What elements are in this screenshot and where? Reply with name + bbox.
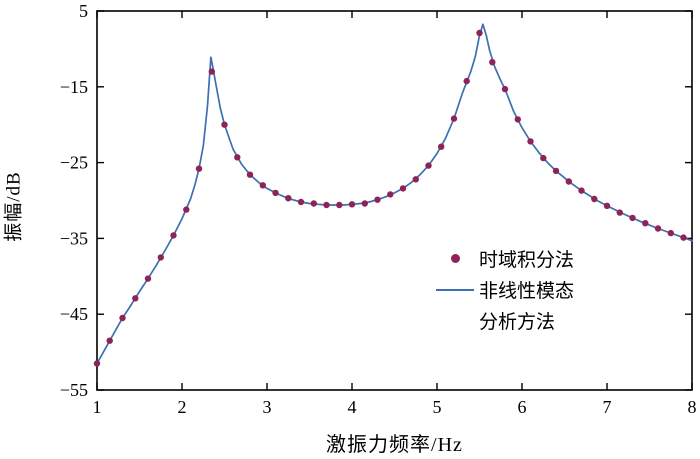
x-tick-label: 1 [93, 397, 102, 417]
scatter-point [234, 154, 241, 161]
scatter-point [106, 337, 113, 344]
scatter-point [425, 162, 432, 169]
legend-label-scatter: 时域积分法 [479, 250, 575, 271]
line-series [96, 23, 693, 365]
x-axis-title: 激振力频率/Hz [326, 434, 463, 456]
scatter-point [387, 191, 394, 198]
scatter-point [157, 254, 164, 261]
scatter-point [578, 187, 585, 194]
scatter-point [654, 225, 662, 232]
legend-label-line-cont: 分析方法 [479, 312, 556, 333]
scatter-point [642, 220, 649, 227]
legend-item-line-cont: 分析方法 [436, 305, 574, 336]
scatter-point [272, 189, 279, 197]
scatter-point [170, 232, 177, 239]
scatter-point [183, 206, 190, 213]
y-tick-label: −25 [60, 153, 88, 173]
y-tick-label: 5 [79, 1, 88, 21]
scatter-point [399, 185, 407, 192]
y-axis-title: 振幅/dB [3, 171, 25, 242]
scatter-point [489, 59, 496, 66]
scatter-point [246, 171, 254, 178]
x-tick-label: 8 [688, 397, 697, 417]
scatter-point [285, 195, 292, 202]
scatter-point [361, 200, 368, 207]
y-tick-label: −55 [60, 380, 88, 400]
scatter-point [616, 209, 623, 216]
scatter-point [208, 68, 215, 75]
x-tick-label: 7 [603, 397, 612, 417]
scatter-point [348, 201, 356, 208]
scatter-point [629, 214, 636, 222]
scatter-point [540, 154, 547, 162]
scatter-point [603, 202, 611, 209]
scatter-point [680, 234, 687, 241]
scatter-point [412, 176, 419, 183]
scatter-point [501, 85, 509, 93]
scatter-point [591, 195, 598, 203]
x-tick-label: 3 [263, 397, 272, 417]
scatter-point [463, 77, 470, 85]
scatter-point [667, 229, 674, 237]
scatter-point [450, 115, 458, 122]
scatter-point [132, 295, 139, 302]
scatter-point [565, 178, 572, 185]
scatter-point [527, 138, 534, 145]
plot-frame [96, 10, 693, 391]
x-tick-label: 4 [348, 397, 357, 417]
tick-marks [96, 10, 693, 391]
scatter-point [310, 200, 317, 207]
scatter-point [323, 201, 330, 209]
legend-marker-wrap [436, 254, 474, 263]
y-tick-label: −35 [60, 228, 88, 248]
x-tick-label: 6 [518, 397, 527, 417]
legend-marker-wrap [436, 288, 474, 291]
x-tick-label: 2 [178, 397, 187, 417]
scatter-dot-icon [450, 254, 460, 263]
scatter-point [195, 165, 203, 172]
scatter-point [552, 167, 560, 175]
legend-item-line: 非线性模态 [436, 274, 574, 305]
scatter-point [93, 360, 101, 367]
scatter-point [259, 182, 266, 189]
y-tick-label: −45 [60, 304, 88, 324]
scatter-point [438, 143, 445, 150]
scatter-point [119, 314, 126, 322]
tick-labels: 1 2 3 4 5 6 7 8 5 −15 −25 −35 −45 −55 [60, 1, 697, 417]
legend: 时域积分法 非线性模态 分析方法 [436, 243, 574, 336]
legend-item-scatter: 时域积分法 [436, 243, 574, 274]
line-sample-icon [436, 288, 474, 291]
scatter-point [297, 198, 305, 206]
scatter-point [221, 121, 228, 128]
y-tick-label: −15 [60, 77, 88, 97]
scatter-point [514, 116, 521, 123]
scatter-series [93, 29, 687, 367]
scatter-point [336, 201, 343, 209]
scatter-point [144, 275, 152, 282]
x-tick-label: 5 [433, 397, 442, 417]
scatter-point [476, 29, 483, 37]
legend-label-line: 非线性模态 [479, 281, 575, 302]
scatter-point [374, 196, 381, 203]
